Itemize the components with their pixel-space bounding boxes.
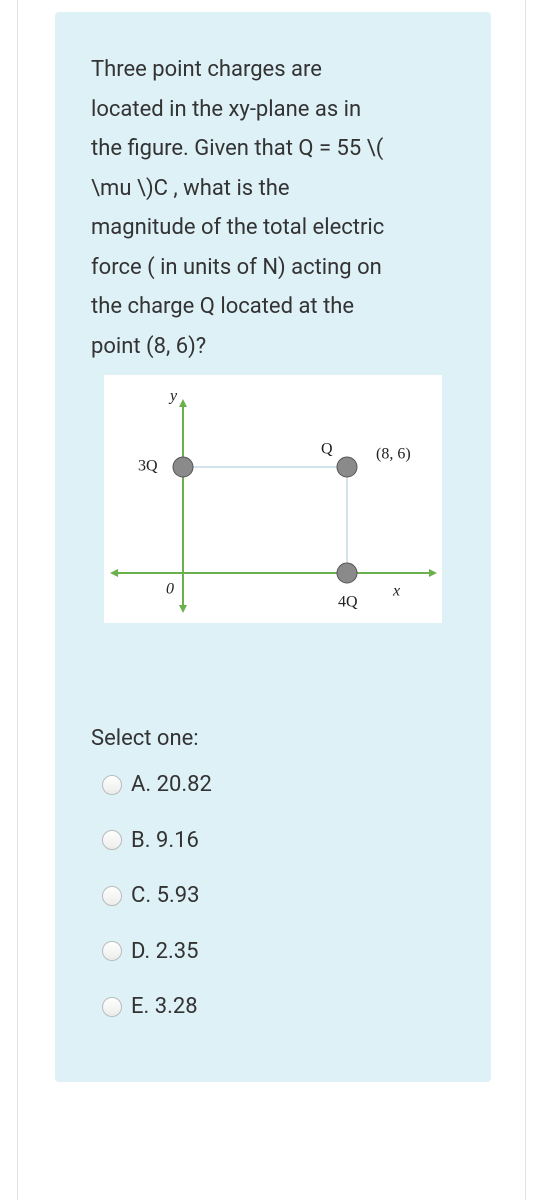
option[interactable]: B. 9.16	[102, 828, 199, 853]
option-text[interactable]: C. 5.93	[131, 883, 200, 908]
charge-label: Q	[321, 441, 333, 458]
option[interactable]: E. 3.28	[102, 994, 198, 1019]
figure: y 3Q Q (8, 6) 0 4Q x	[104, 375, 442, 623]
frame	[17, 0, 526, 1200]
question-line: magnitude of the total electric	[91, 215, 385, 240]
radio[interactable]	[102, 774, 122, 795]
radio[interactable]	[102, 885, 122, 906]
arrow	[429, 569, 437, 577]
option-text[interactable]: B. 9.16	[131, 827, 199, 853]
radio[interactable]	[102, 996, 122, 1017]
question-line: point (8, 6)?	[91, 333, 207, 359]
question-line: \mu \)C , what is the	[91, 175, 290, 201]
question-line: the charge Q located at the	[91, 294, 355, 319]
charge-label: 3Q	[138, 458, 158, 475]
axis-label: x	[392, 583, 400, 600]
question-line: located in the xy-plane as in	[91, 96, 362, 122]
question-line: Three point charges are	[91, 57, 322, 82]
option[interactable]: C. 5.93	[102, 883, 199, 908]
option-text[interactable]: E. 3.28	[131, 994, 198, 1019]
prompt: Select one:	[91, 726, 199, 751]
question-line: force ( in units of N) acting on	[91, 254, 382, 280]
axis-label: y	[168, 388, 178, 405]
charge	[336, 456, 358, 478]
option[interactable]: A. 20.82	[102, 772, 212, 797]
question-text: Three point charges are located in the xy…	[91, 50, 384, 366]
arrow	[179, 605, 187, 613]
radio[interactable]	[102, 941, 122, 961]
radio[interactable]	[102, 830, 122, 850]
option-text[interactable]: A. 20.82	[131, 772, 212, 797]
question-line: the figure. Given that Q = 55 \(	[91, 136, 384, 161]
arrow	[179, 399, 187, 407]
option[interactable]: D. 2.35	[102, 939, 199, 964]
arrow	[110, 569, 118, 577]
origin-label: 0	[166, 581, 174, 598]
charge	[336, 562, 358, 584]
charge-label: 4Q	[338, 594, 358, 611]
point-label: (8, 6)	[376, 446, 411, 463]
figure-bg	[104, 375, 442, 623]
option-text[interactable]: D. 2.35	[131, 938, 199, 964]
charge	[172, 456, 194, 478]
